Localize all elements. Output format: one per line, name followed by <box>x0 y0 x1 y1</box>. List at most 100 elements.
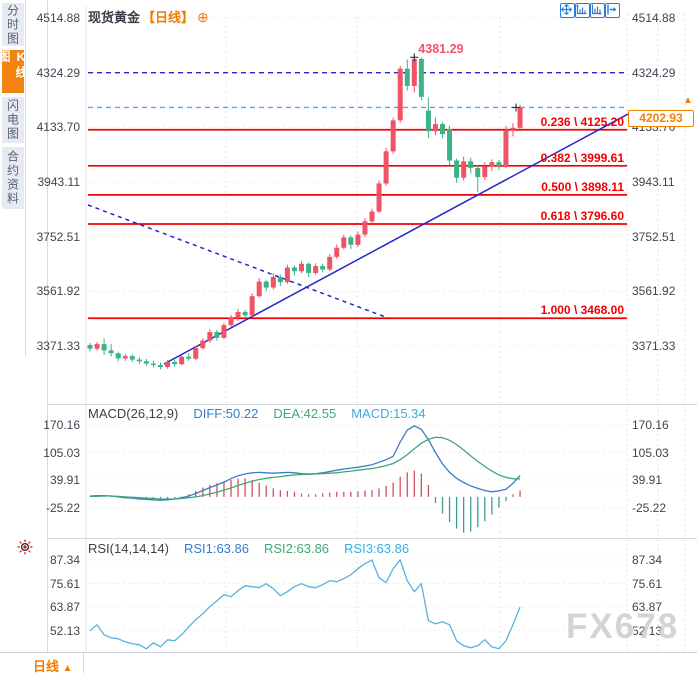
rsi-header: RSI(14,14,14) RSI1:63.86 RSI2:63.86 RSI3… <box>88 541 409 556</box>
candle-up <box>341 237 347 248</box>
candle-up <box>461 161 467 178</box>
price-tick-left: 4324.29 <box>36 65 80 80</box>
rsi-tick-left: 87.34 <box>49 553 80 567</box>
fib-level-label: 0.500 \ 3898.11 <box>541 179 624 194</box>
rsi-tick-right: 52.13 <box>632 623 663 638</box>
sidebar-tab-4[interactable]: 合约资料 <box>2 147 24 209</box>
symbol-name: 现货黄金 <box>88 10 141 25</box>
watermark: FX678 <box>566 607 680 646</box>
candle-up <box>503 129 509 166</box>
sidebar-tab-1[interactable]: 分时图 <box>2 3 24 46</box>
candle-down <box>320 266 326 270</box>
candle-down <box>150 363 156 366</box>
candle-down <box>115 353 121 359</box>
sidebar-tab-3[interactable]: 闪电图 <box>2 97 24 143</box>
add-indicator-icon[interactable]: ⊕ <box>197 9 209 25</box>
candle-up <box>270 276 276 288</box>
candle-up <box>327 256 333 270</box>
rsi1-value: RSI1:63.86 <box>183 541 249 556</box>
candle-up <box>94 344 100 349</box>
candle-up <box>369 211 375 222</box>
price-tick-left: 3943.11 <box>37 175 81 189</box>
macd-tick-left: 39.91 <box>49 473 80 487</box>
price-tick-right: 4514.88 <box>632 11 676 25</box>
fib-level-label: 0.618 \ 3796.60 <box>540 209 624 224</box>
sidebar-divider <box>25 0 26 356</box>
candle-up <box>432 124 438 132</box>
candle-up <box>299 263 304 272</box>
candle-down <box>158 365 163 368</box>
candle-down <box>172 361 178 365</box>
candle-up <box>397 68 403 121</box>
candle-down <box>277 276 283 283</box>
candle-up <box>334 247 340 257</box>
fib-level-label: 0.236 \ 4125.20 <box>540 114 624 129</box>
chart-title: 现货黄金 【日线】 ⊕ <box>88 7 209 26</box>
zoom-axis-up-icon[interactable] <box>575 3 590 18</box>
period-tag[interactable]: 【日线】 <box>142 10 195 25</box>
candle-down <box>348 237 354 245</box>
fib-level-label: 1.000 \ 3468.00 <box>540 303 624 318</box>
macd-tick-left: 105.03 <box>43 445 80 460</box>
price-tick-right: 3943.11 <box>632 175 675 189</box>
price-tick-left: 3371.33 <box>36 339 80 353</box>
macd-name[interactable]: MACD(26,12,9) <box>88 406 179 421</box>
candle-down <box>214 332 220 338</box>
chevron-up-icon: ▲ <box>62 663 73 673</box>
period-label: 日线 <box>33 659 60 673</box>
macd-tick-right: 39.91 <box>632 473 663 487</box>
rsi3-value: RSI3:63.86 <box>344 541 410 556</box>
candle-up <box>207 332 213 341</box>
macd-tick-right: 105.03 <box>632 445 669 460</box>
candle-down <box>306 263 312 273</box>
rsi-tick-right: 63.87 <box>632 600 663 614</box>
zoom-axis-right-icon[interactable] <box>590 3 605 18</box>
period-selector[interactable]: 日线 ▲ <box>33 656 73 673</box>
price-tick-left: 4514.88 <box>36 11 80 25</box>
candle-down <box>136 359 142 362</box>
candle-down <box>129 356 135 360</box>
swing-high-label: 4381.29 <box>418 42 464 57</box>
candle-down <box>87 344 93 349</box>
candle-down <box>496 162 502 166</box>
macd-tick-left: -25.22 <box>45 500 80 515</box>
candle-up <box>193 348 199 359</box>
rsi2-value: RSI2:63.86 <box>263 541 330 556</box>
candle-up <box>362 221 368 235</box>
candle-down <box>143 361 149 364</box>
rsi-tick-left: 75.61 <box>49 576 80 591</box>
candle-up <box>355 234 361 245</box>
rsi-tick-right: 87.34 <box>632 553 663 567</box>
pan-right-icon[interactable] <box>605 3 620 18</box>
candle-up <box>517 107 523 128</box>
pan-cross-icon[interactable] <box>560 3 575 18</box>
macd-tick-right: 170.16 <box>632 418 669 432</box>
candle-down <box>101 344 107 351</box>
macd-tick-left: 170.16 <box>43 418 80 432</box>
candle-down <box>291 267 297 272</box>
candle-up <box>228 317 234 326</box>
macd-header: MACD(26,12,9) DIFF:50.22 DEA:42.55 MACD:… <box>88 406 426 421</box>
candle-down <box>468 161 474 168</box>
macd-diff-value: DIFF:50.22 <box>193 406 259 421</box>
candle-up <box>411 58 417 86</box>
rsi-name[interactable]: RSI(14,14,14) <box>88 541 169 556</box>
candle-down <box>186 356 192 359</box>
price-tick-right: 3371.33 <box>632 339 676 353</box>
candle-down <box>425 110 431 132</box>
price-tick-left: 4133.70 <box>36 120 80 135</box>
bottom-bar <box>0 652 697 673</box>
candle-up <box>200 340 206 349</box>
candle-up <box>122 356 128 359</box>
price-tick-right: 3561.92 <box>632 284 676 299</box>
candle-up <box>510 127 516 130</box>
rsi-tick-right: 75.61 <box>632 576 663 591</box>
price-up-arrow-icon: ▲ <box>683 95 693 106</box>
candle-up <box>482 166 488 178</box>
rsi-tick-left: 63.87 <box>49 600 80 614</box>
candle-up <box>313 266 319 273</box>
candle-up <box>249 296 255 316</box>
fib-level-label: 0.382 \ 3999.61 <box>540 150 624 165</box>
candle-down <box>242 311 248 316</box>
